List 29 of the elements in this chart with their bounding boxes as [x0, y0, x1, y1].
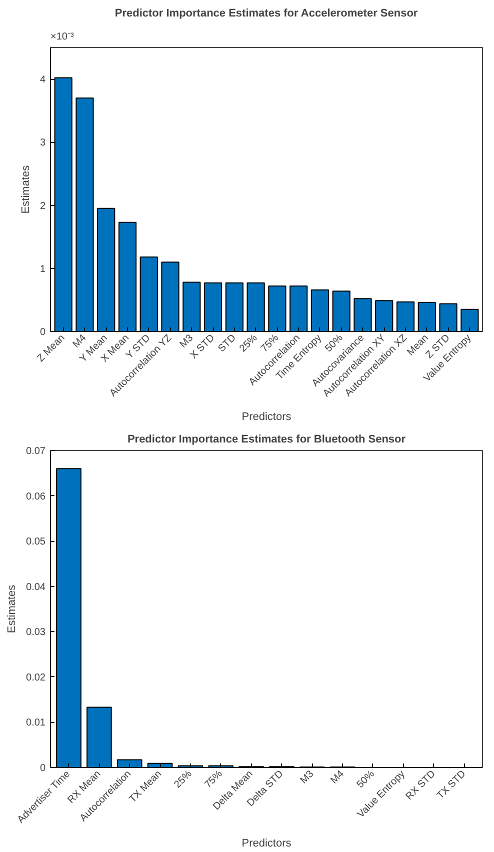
y-tick-label: 3: [40, 138, 46, 149]
y-tick-label: 0.01: [26, 718, 46, 729]
x-tick-label: M3: [178, 332, 196, 350]
y-tick-label: 0.07: [26, 446, 46, 457]
x-axis-title: Predictors: [242, 411, 292, 424]
x-tick-label: 50%: [354, 768, 377, 791]
y-tick-label: 4: [40, 74, 46, 86]
x-axis-title: Predictors: [242, 838, 292, 850]
chart-title: Predictor Importance Estimates for Bluetooth Sensor: [127, 434, 406, 446]
y-axis-title: Estimates: [6, 584, 18, 634]
x-tick-label: TX STD: [435, 768, 468, 802]
y-tick-label: 0.02: [26, 672, 46, 684]
y-tick-label: 0: [40, 327, 46, 338]
x-tick-label: M3: [298, 768, 316, 786]
chart-title: Predictor Importance Estimates for Accelerometer Sensor: [114, 8, 418, 20]
text: ×10⁻³: [50, 32, 74, 42]
y-tick-label: 0.05: [26, 536, 46, 548]
y-tick-label: 0.04: [26, 582, 46, 593]
y-tick-label: 0: [40, 763, 46, 774]
x-tick-label: 75%: [202, 768, 225, 791]
x-tick-label: M4: [328, 768, 347, 786]
x-tick-label: STD: [216, 332, 238, 355]
y-tick-label: 0.06: [26, 491, 46, 502]
x-tick-label: RX STD: [404, 768, 438, 802]
y-tick-label: 0.03: [26, 627, 46, 638]
y-tick-label: 2: [40, 200, 46, 212]
y-axis-title: Estimates: [20, 164, 32, 214]
x-tick-label: M4: [71, 332, 89, 350]
y-tick-label: 1: [40, 264, 46, 275]
